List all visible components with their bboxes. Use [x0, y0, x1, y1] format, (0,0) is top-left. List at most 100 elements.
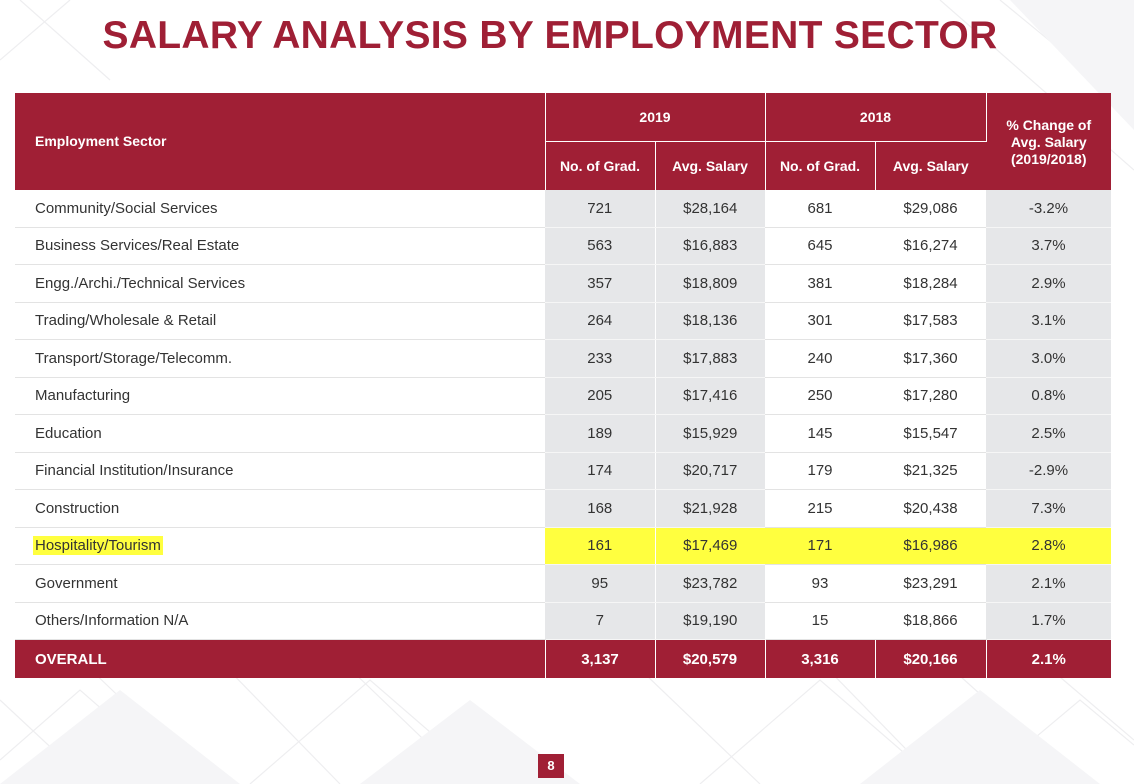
- overall-grad-2019: 3,137: [545, 639, 656, 678]
- cell-salary-2019: $15,929: [654, 414, 765, 453]
- cell-salary-2019: $16,883: [654, 227, 765, 265]
- sector-label: Manufacturing: [35, 387, 131, 405]
- sector-label: Trading/Wholesale & Retail: [35, 312, 217, 330]
- table-row: Financial Institution/Insurance 174 $20,71…: [15, 452, 1111, 490]
- cell-grad-2018: 381: [765, 264, 875, 303]
- cell-grad-2019: 563: [545, 227, 655, 265]
- cell-salary-2018: $17,583: [875, 302, 986, 340]
- cell-salary-2019: $17,469: [654, 527, 765, 565]
- cell-grad-2019: 264: [545, 302, 655, 340]
- sector-label: Business Services/Real Estate: [35, 237, 240, 255]
- cell-salary-2019: $19,190: [654, 602, 765, 640]
- cell-sector: Financial Institution/Insurance: [15, 452, 545, 490]
- header-no-grad-2018: No. of Grad.: [765, 141, 876, 190]
- cell-change: 2.9%: [986, 264, 1111, 303]
- cell-grad-2018: 250: [765, 377, 875, 415]
- cell-change: 0.8%: [986, 377, 1111, 415]
- cell-grad-2018: 145: [765, 414, 875, 453]
- header-pct-change-line2: Avg. Salary: [1010, 134, 1087, 150]
- cell-salary-2018: $18,284: [875, 264, 986, 303]
- overall-grad-2018: 3,316: [765, 639, 876, 678]
- table-row: Business Services/Real Estate 563 $16,883 6…: [15, 227, 1111, 265]
- cell-sector: Trading/Wholesale & Retail: [15, 302, 545, 340]
- cell-grad-2019: 95: [545, 564, 655, 603]
- cell-salary-2019: $20,717: [654, 452, 765, 490]
- cell-salary-2018: $16,986: [875, 527, 986, 565]
- cell-salary-2019: $18,136: [654, 302, 765, 340]
- cell-sector: Community/Social Services: [15, 190, 545, 228]
- cell-salary-2018: $15,547: [875, 414, 986, 453]
- table-row: Others/Information N/A 7 $19,190 15 $18,866 1…: [15, 602, 1111, 640]
- cell-salary-2018: $17,360: [875, 339, 986, 378]
- header-pct-change: % Change of Avg. Salary (2019/2018): [986, 93, 1111, 190]
- cell-sector: Construction: [15, 489, 545, 528]
- cell-sector: Education: [15, 414, 545, 453]
- cell-grad-2019: 189: [545, 414, 655, 453]
- cell-change: 1.7%: [986, 602, 1111, 640]
- cell-sector: Transport/Storage/Telecomm.: [15, 339, 545, 378]
- table-row: Transport/Storage/Telecomm. 233 $17,883 240…: [15, 339, 1111, 378]
- cell-grad-2018: 240: [765, 339, 875, 378]
- cell-grad-2019: 721: [545, 190, 655, 228]
- salary-table: Employment Sector 2019 2018 % Change of …: [15, 93, 1111, 678]
- header-pct-change-line3: (2019/2018): [1010, 151, 1087, 167]
- table-row: Hospitality/Tourism 161 $17,469 171 $16,986 2…: [15, 527, 1111, 565]
- cell-grad-2018: 15: [765, 602, 875, 640]
- table-row: Government 95 $23,782 93 $23,291 2.1%: [15, 564, 1111, 603]
- header-pct-change-line1: % Change of: [1006, 117, 1092, 133]
- overall-salary-2019: $20,579: [655, 639, 766, 678]
- cell-grad-2018: 179: [765, 452, 875, 490]
- sector-label: Financial Institution/Insurance: [35, 462, 234, 480]
- cell-sector: Business Services/Real Estate: [15, 227, 545, 265]
- cell-grad-2018: 171: [765, 527, 875, 565]
- cell-grad-2018: 93: [765, 564, 875, 603]
- cell-salary-2019: $18,809: [654, 264, 765, 303]
- sector-label: Engg./Archi./Technical Services: [35, 274, 246, 292]
- header-year-2019: 2019: [545, 93, 766, 142]
- cell-change: 2.5%: [986, 414, 1111, 453]
- table-row: Education 189 $15,929 145 $15,547 2.5%: [15, 414, 1111, 453]
- table-header: Employment Sector 2019 2018 % Change of …: [15, 93, 1111, 190]
- overall-label: OVERALL: [15, 639, 546, 678]
- header-avg-salary-2018: Avg. Salary: [875, 141, 986, 190]
- header-no-grad-2019: No. of Grad.: [545, 141, 656, 190]
- cell-salary-2019: $23,782: [654, 564, 765, 603]
- cell-salary-2019: $17,883: [654, 339, 765, 378]
- sector-label: Hospitality/Tourism: [33, 536, 163, 556]
- cell-salary-2018: $18,866: [875, 602, 986, 640]
- cell-grad-2019: 357: [545, 264, 655, 303]
- cell-change: 2.8%: [986, 527, 1111, 565]
- cell-salary-2019: $17,416: [654, 377, 765, 415]
- cell-grad-2018: 645: [765, 227, 875, 265]
- cell-change: 3.1%: [986, 302, 1111, 340]
- header-avg-salary-2019: Avg. Salary: [655, 141, 766, 190]
- cell-salary-2019: $28,164: [654, 190, 765, 228]
- cell-grad-2019: 205: [545, 377, 655, 415]
- overall-row: OVERALL 3,137 $20,579 3,316 $20,166 2.1%: [15, 639, 1111, 678]
- cell-grad-2019: 161: [545, 527, 655, 565]
- cell-grad-2018: 301: [765, 302, 875, 340]
- cell-change: 7.3%: [986, 489, 1111, 528]
- cell-salary-2018: $21,325: [875, 452, 986, 490]
- page-number: 8: [538, 754, 564, 778]
- sector-label: Community/Social Services: [35, 199, 218, 217]
- cell-grad-2018: 681: [765, 190, 875, 228]
- cell-change: 3.7%: [986, 227, 1111, 265]
- overall-change: 2.1%: [986, 639, 1111, 678]
- sector-label: Transport/Storage/Telecomm.: [35, 349, 233, 367]
- cell-change: -2.9%: [986, 452, 1111, 490]
- cell-salary-2018: $17,280: [875, 377, 986, 415]
- table-row: Engg./Archi./Technical Services 357 $18,80…: [15, 264, 1111, 303]
- sector-label: Construction: [35, 499, 120, 517]
- cell-sector: Others/Information N/A: [15, 602, 545, 640]
- cell-grad-2019: 7: [545, 602, 655, 640]
- table-row: Community/Social Services 721 $28,164 681 $2…: [15, 190, 1111, 228]
- sector-label: Education: [35, 424, 102, 442]
- cell-change: -3.2%: [986, 190, 1111, 228]
- overall-salary-2018: $20,166: [875, 639, 987, 678]
- table-footer: OVERALL 3,137 $20,579 3,316 $20,166 2.1%: [15, 639, 1111, 678]
- cell-grad-2019: 233: [545, 339, 655, 378]
- cell-salary-2018: $23,291: [875, 564, 986, 603]
- cell-sector: Government: [15, 564, 545, 603]
- table-body: Community/Social Services 721 $28,164 681 $2…: [15, 190, 1111, 640]
